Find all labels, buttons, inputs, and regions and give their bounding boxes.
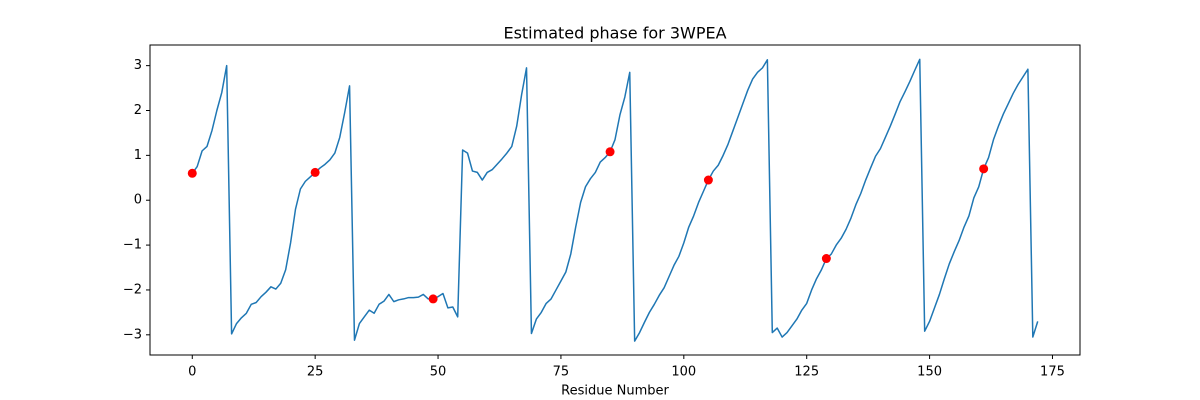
- marker: [821, 254, 831, 264]
- x-axis-label: Residue Number: [561, 384, 669, 399]
- y-tick-label: 0: [134, 193, 142, 208]
- y-tick-label: −1: [123, 238, 142, 253]
- marker: [428, 294, 438, 304]
- phase-line: [191, 58, 1039, 342]
- x-tick-label: 75: [553, 365, 570, 380]
- plot-frame: [149, 44, 1081, 356]
- chart-title: Estimated phase for 3WPEA: [503, 24, 726, 43]
- x-tick-label: 50: [430, 365, 447, 380]
- x-tick-label: 0: [188, 365, 196, 380]
- y-tick-label: 1: [134, 148, 142, 163]
- marker: [187, 168, 197, 178]
- y-tick-label: 3: [134, 58, 142, 73]
- marker: [310, 167, 320, 177]
- x-tick-label: 25: [307, 365, 324, 380]
- x-tick-label: 175: [1040, 365, 1065, 380]
- x-tick-label: 100: [671, 365, 696, 380]
- marker: [979, 164, 989, 174]
- y-tick-label: 2: [134, 103, 142, 118]
- x-tick-label: 150: [917, 365, 942, 380]
- y-tick-label: −3: [123, 327, 142, 342]
- x-tick-label: 125: [794, 365, 819, 380]
- y-tick-label: −2: [123, 282, 142, 297]
- marker: [703, 175, 713, 185]
- marker: [605, 147, 615, 157]
